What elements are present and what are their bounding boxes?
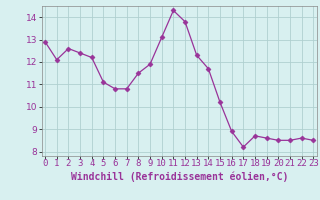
X-axis label: Windchill (Refroidissement éolien,°C): Windchill (Refroidissement éolien,°C) [70, 171, 288, 182]
